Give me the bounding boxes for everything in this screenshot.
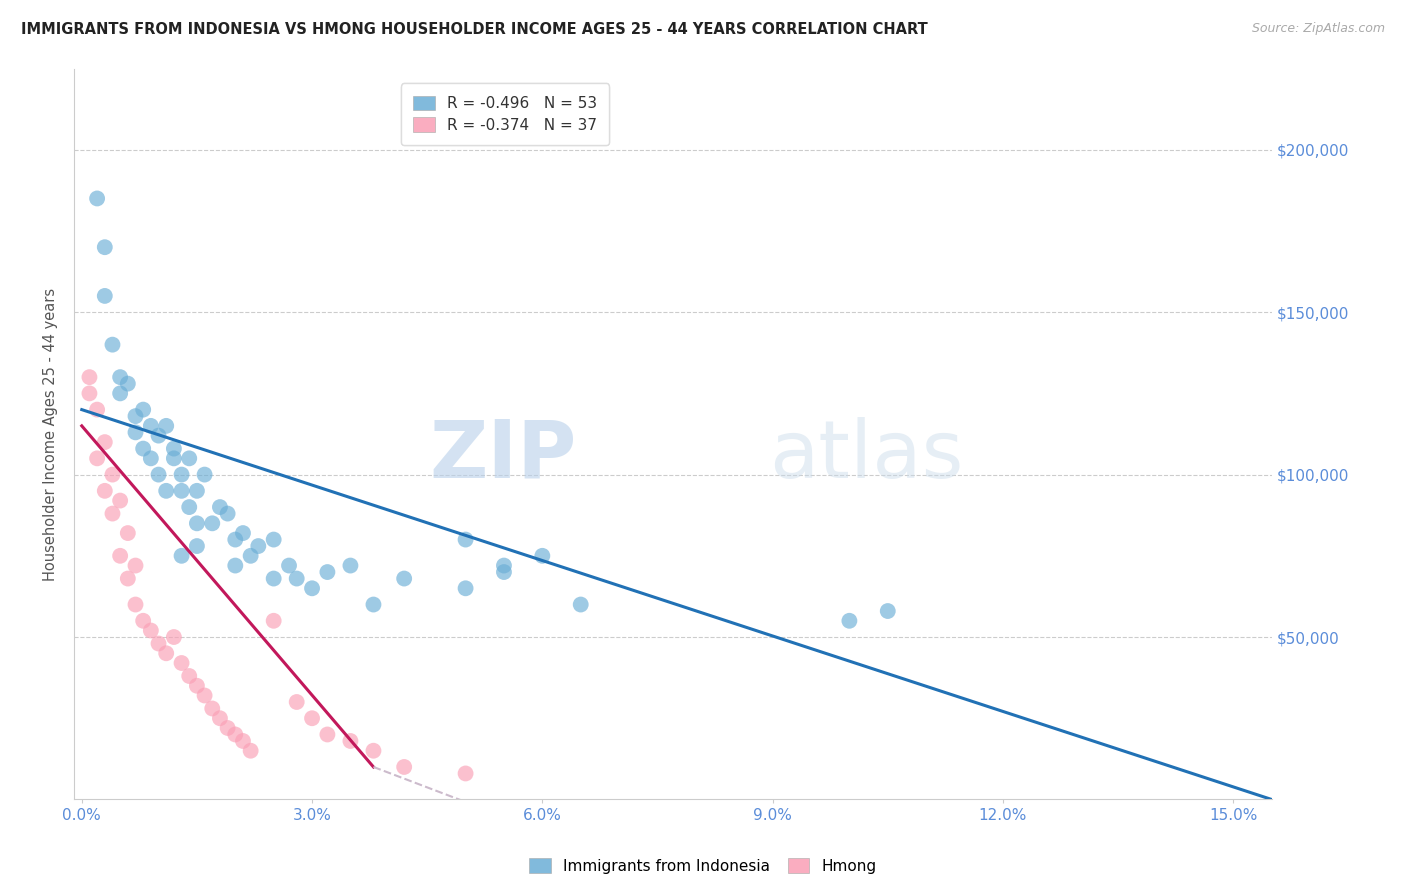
Point — [139, 624, 162, 638]
Point — [363, 598, 385, 612]
Point — [155, 418, 177, 433]
Text: atlas: atlas — [769, 417, 963, 495]
Point — [838, 614, 860, 628]
Point — [263, 533, 285, 547]
Point — [194, 689, 217, 703]
Text: IMMIGRANTS FROM INDONESIA VS HMONG HOUSEHOLDER INCOME AGES 25 - 44 YEARS CORRELA: IMMIGRANTS FROM INDONESIA VS HMONG HOUSE… — [21, 22, 928, 37]
Point — [101, 507, 124, 521]
Point — [239, 744, 262, 758]
Point — [148, 428, 170, 442]
Point — [86, 191, 108, 205]
Point — [224, 558, 246, 573]
Point — [86, 402, 108, 417]
Point — [179, 451, 201, 466]
Text: Source: ZipAtlas.com: Source: ZipAtlas.com — [1251, 22, 1385, 36]
Point — [339, 734, 361, 748]
Legend: R = -0.496   N = 53, R = -0.374   N = 37: R = -0.496 N = 53, R = -0.374 N = 37 — [401, 84, 609, 145]
Point — [108, 386, 131, 401]
Point — [94, 483, 117, 498]
Point — [339, 558, 361, 573]
Point — [194, 467, 217, 482]
Point — [208, 711, 231, 725]
Point — [139, 418, 162, 433]
Y-axis label: Householder Income Ages 25 - 44 years: Householder Income Ages 25 - 44 years — [44, 287, 58, 581]
Point — [454, 582, 477, 596]
Point — [186, 539, 208, 553]
Point — [170, 656, 193, 670]
Text: ZIP: ZIP — [430, 417, 576, 495]
Point — [316, 727, 339, 741]
Point — [117, 376, 139, 391]
Point — [454, 766, 477, 780]
Point — [263, 614, 285, 628]
Point — [124, 425, 146, 440]
Point — [163, 451, 186, 466]
Point — [155, 646, 177, 660]
Point — [232, 734, 254, 748]
Point — [208, 500, 231, 514]
Point — [247, 539, 270, 553]
Point — [186, 483, 208, 498]
Point — [117, 572, 139, 586]
Point — [132, 402, 155, 417]
Point — [101, 337, 124, 351]
Point — [170, 483, 193, 498]
Point — [155, 483, 177, 498]
Point — [301, 582, 323, 596]
Point — [163, 630, 186, 644]
Point — [94, 240, 117, 254]
Point — [79, 386, 101, 401]
Point — [94, 435, 117, 450]
Point — [569, 598, 592, 612]
Point — [201, 516, 224, 531]
Point — [285, 695, 308, 709]
Point — [163, 442, 186, 456]
Point — [186, 679, 208, 693]
Point — [217, 507, 239, 521]
Point — [316, 565, 339, 579]
Point — [217, 721, 239, 735]
Point — [186, 516, 208, 531]
Point — [224, 727, 246, 741]
Point — [139, 451, 162, 466]
Point — [132, 614, 155, 628]
Point — [117, 526, 139, 541]
Point — [492, 558, 515, 573]
Point — [148, 467, 170, 482]
Point — [170, 467, 193, 482]
Point — [94, 289, 117, 303]
Point — [239, 549, 262, 563]
Point — [392, 572, 415, 586]
Point — [263, 572, 285, 586]
Point — [108, 493, 131, 508]
Point — [86, 451, 108, 466]
Point — [148, 636, 170, 650]
Point — [124, 558, 146, 573]
Point — [179, 669, 201, 683]
Point — [79, 370, 101, 384]
Point — [492, 565, 515, 579]
Point — [101, 467, 124, 482]
Point — [876, 604, 898, 618]
Point — [392, 760, 415, 774]
Point — [363, 744, 385, 758]
Point — [201, 701, 224, 715]
Point — [224, 533, 246, 547]
Point — [124, 409, 146, 424]
Point — [531, 549, 554, 563]
Point — [108, 549, 131, 563]
Point — [170, 549, 193, 563]
Point — [132, 442, 155, 456]
Point — [108, 370, 131, 384]
Point — [232, 526, 254, 541]
Point — [124, 598, 146, 612]
Point — [278, 558, 301, 573]
Point — [179, 500, 201, 514]
Point — [285, 572, 308, 586]
Legend: Immigrants from Indonesia, Hmong: Immigrants from Indonesia, Hmong — [523, 852, 883, 880]
Point — [301, 711, 323, 725]
Point — [454, 533, 477, 547]
